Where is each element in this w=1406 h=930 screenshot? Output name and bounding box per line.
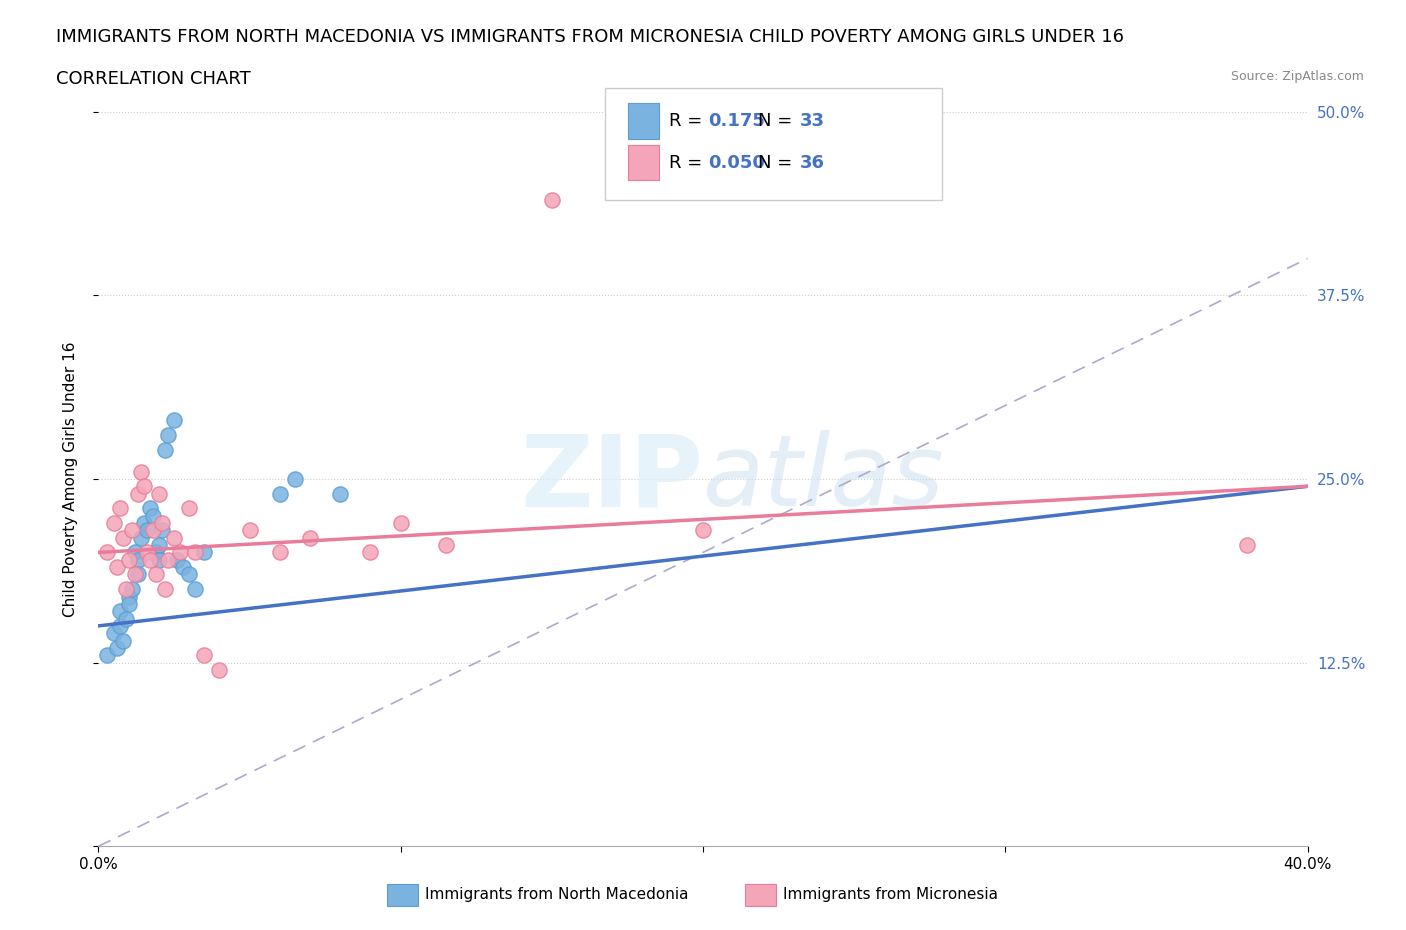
Point <box>284 472 307 486</box>
Point <box>169 545 191 560</box>
Point <box>163 530 186 545</box>
Point <box>1236 538 1258 552</box>
Point <box>239 523 262 538</box>
Point <box>184 582 207 597</box>
Point <box>156 552 179 567</box>
Point <box>153 442 176 457</box>
Point <box>105 560 128 575</box>
Point <box>179 567 201 582</box>
Point <box>103 515 125 530</box>
Point <box>692 523 714 538</box>
Point <box>148 552 170 567</box>
Point <box>434 538 457 552</box>
Point <box>360 545 382 560</box>
Point <box>142 508 165 523</box>
Text: R =: R = <box>669 153 709 172</box>
Text: 0.050: 0.050 <box>709 153 765 172</box>
Point <box>96 648 118 663</box>
Point <box>540 193 562 207</box>
Point <box>172 560 194 575</box>
Point <box>269 545 291 560</box>
Point <box>127 486 149 501</box>
Point <box>156 428 179 443</box>
Point <box>145 567 167 582</box>
Point <box>111 530 134 545</box>
Text: IMMIGRANTS FROM NORTH MACEDONIA VS IMMIGRANTS FROM MICRONESIA CHILD POVERTY AMON: IMMIGRANTS FROM NORTH MACEDONIA VS IMMIG… <box>56 28 1125 46</box>
Point <box>108 618 131 633</box>
Text: N =: N = <box>758 153 797 172</box>
Point <box>121 582 143 597</box>
Text: R =: R = <box>669 112 709 130</box>
Point <box>184 545 207 560</box>
Point <box>108 604 131 618</box>
Text: atlas: atlas <box>703 431 945 527</box>
Point <box>135 523 157 538</box>
Point <box>139 501 162 516</box>
Point <box>142 523 165 538</box>
Point <box>96 545 118 560</box>
Point <box>166 552 188 567</box>
Point <box>193 648 215 663</box>
Point <box>118 589 141 604</box>
Point <box>329 486 352 501</box>
Point <box>129 530 152 545</box>
Point <box>179 501 201 516</box>
Text: ZIP: ZIP <box>520 431 703 527</box>
Point <box>193 545 215 560</box>
Point <box>124 545 146 560</box>
Point <box>108 501 131 516</box>
Text: 36: 36 <box>800 153 825 172</box>
Text: Source: ZipAtlas.com: Source: ZipAtlas.com <box>1230 70 1364 83</box>
Point <box>153 582 176 597</box>
Point <box>299 530 322 545</box>
Text: 33: 33 <box>800 112 825 130</box>
Point <box>103 626 125 641</box>
Text: Immigrants from Micronesia: Immigrants from Micronesia <box>783 887 998 902</box>
Point <box>111 633 134 648</box>
Point <box>150 515 173 530</box>
Point <box>269 486 291 501</box>
Point <box>114 611 136 626</box>
Point <box>150 523 173 538</box>
Y-axis label: Child Poverty Among Girls Under 16: Child Poverty Among Girls Under 16 <box>63 341 77 617</box>
Point <box>208 662 231 677</box>
Text: CORRELATION CHART: CORRELATION CHART <box>56 70 252 87</box>
Point <box>121 523 143 538</box>
Point <box>145 545 167 560</box>
Point <box>129 464 152 479</box>
Text: 0.175: 0.175 <box>709 112 765 130</box>
Point <box>118 596 141 611</box>
Point <box>127 567 149 582</box>
Point <box>139 552 162 567</box>
Point <box>132 515 155 530</box>
Point <box>118 552 141 567</box>
Point <box>132 479 155 494</box>
Point <box>752 104 775 119</box>
Point <box>135 545 157 560</box>
Text: Immigrants from North Macedonia: Immigrants from North Macedonia <box>425 887 688 902</box>
Point <box>389 515 412 530</box>
Point <box>148 486 170 501</box>
Point <box>163 413 186 428</box>
Point <box>148 538 170 552</box>
Point <box>105 641 128 656</box>
Point <box>127 552 149 567</box>
Text: N =: N = <box>758 112 797 130</box>
Point <box>124 567 146 582</box>
Point <box>114 582 136 597</box>
